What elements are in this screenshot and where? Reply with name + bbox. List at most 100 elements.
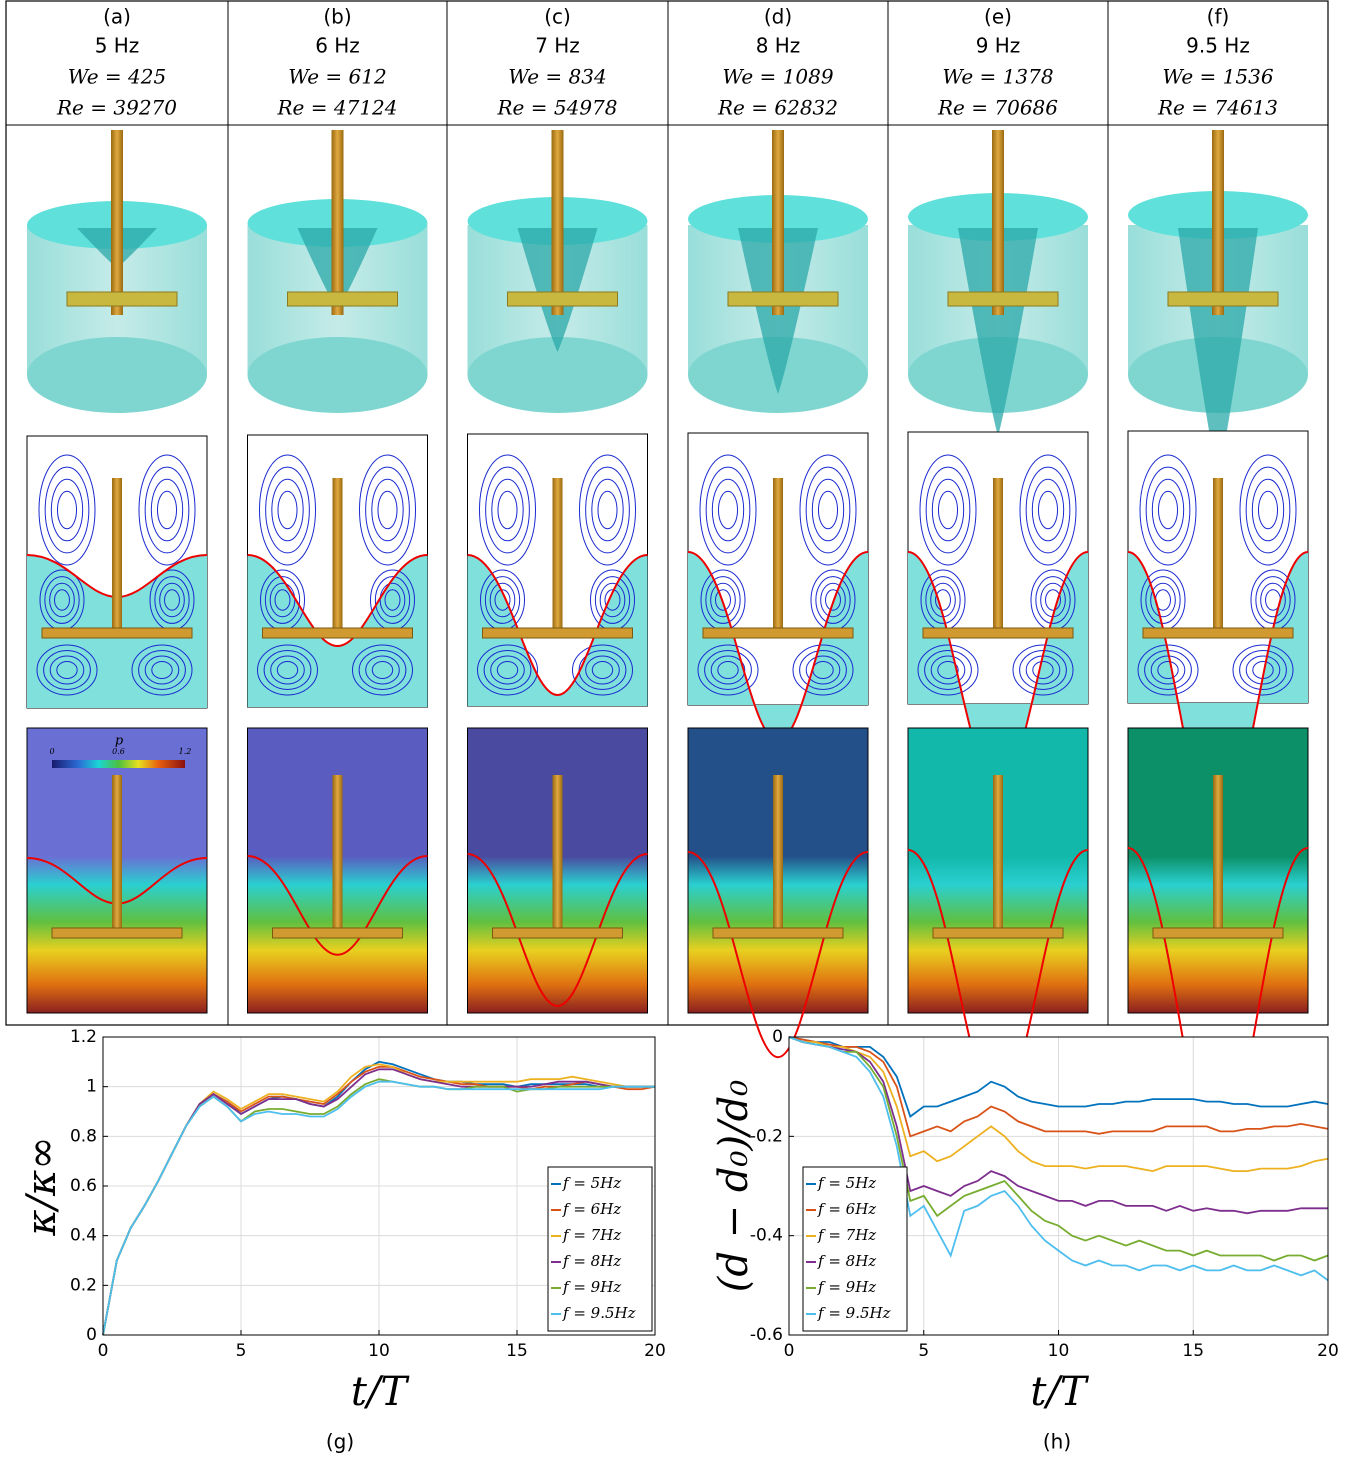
colorbar-label: p <box>115 734 124 749</box>
y-tick-label: 0.2 <box>70 1275 97 1295</box>
blade <box>947 291 1059 307</box>
frequency: 9.5 Hz <box>1186 34 1250 58</box>
chart-caption: (g) <box>326 1430 354 1454</box>
frequency: 9 Hz <box>976 34 1021 58</box>
streamline <box>710 582 736 618</box>
streamline <box>1257 490 1279 530</box>
streamline <box>1019 454 1077 566</box>
shaft <box>1213 775 1223 935</box>
streamline <box>144 466 190 554</box>
streamline <box>1025 466 1071 554</box>
interface-line <box>247 554 428 648</box>
panel-label: (d) <box>764 5 792 29</box>
reynolds-number: Re = 70686 <box>937 96 1058 120</box>
streamline <box>591 478 624 542</box>
colorbar-tick-label: 0 <box>49 747 54 756</box>
shaft <box>551 130 564 315</box>
data-line <box>788 1036 1329 1282</box>
interface-line <box>467 853 648 1008</box>
streamline-liquid <box>688 552 868 741</box>
reynolds-number: Re = 62832 <box>717 96 838 120</box>
interface-line <box>687 851 869 1059</box>
blade <box>1167 291 1279 307</box>
shaft <box>552 478 563 638</box>
x-tick-label: 5 <box>918 1341 929 1361</box>
streamline <box>1239 650 1287 690</box>
weber-number: We = 425 <box>68 65 166 89</box>
streamline <box>699 454 757 566</box>
blade <box>932 927 1064 939</box>
frequency: 5 Hz <box>95 34 140 58</box>
reynolds-number: Re = 47124 <box>277 96 398 120</box>
streamline <box>138 650 186 690</box>
y-axis-label: (d − d₀)/d₀ <box>711 1080 757 1293</box>
legend-box <box>547 1166 653 1332</box>
weber-number: We = 1089 <box>722 65 833 89</box>
legend-entry: f = 7Hz <box>562 1226 621 1244</box>
streamline <box>1145 466 1191 554</box>
streamline <box>371 661 394 679</box>
streamline <box>919 454 977 566</box>
data-line <box>788 1036 1329 1262</box>
frequency: 7 Hz <box>535 34 580 58</box>
shaft <box>993 775 1003 935</box>
streamline <box>257 644 318 696</box>
streamline <box>585 655 620 685</box>
streamline <box>925 466 971 554</box>
tank-render <box>247 130 428 413</box>
data-line <box>102 1080 655 1336</box>
x-tick-label: 15 <box>1182 1341 1204 1361</box>
weber-number: We = 1536 <box>1162 65 1273 89</box>
streamline <box>265 466 310 554</box>
shaft <box>772 130 784 315</box>
vortex <box>958 228 1038 436</box>
y-tick-label: 0.8 <box>70 1126 97 1146</box>
legend-entry: f = 6Hz <box>562 1200 621 1218</box>
streamline <box>365 655 400 685</box>
streamline <box>924 650 972 690</box>
streamline <box>585 466 630 554</box>
streamline-liquid <box>467 555 648 706</box>
blade <box>1142 627 1294 639</box>
x-axis-label: t/T <box>351 1369 411 1415</box>
panel-label: (b) <box>323 5 351 29</box>
tank-bottom <box>27 337 207 413</box>
y-tick-label: -0.4 <box>750 1226 783 1246</box>
x-tick-label: 20 <box>1317 1341 1339 1361</box>
blade <box>507 291 618 307</box>
streamline <box>1232 644 1294 696</box>
streamline <box>352 644 413 696</box>
streamline <box>44 576 80 624</box>
streamline <box>44 466 90 554</box>
streamline <box>49 582 75 618</box>
streamline <box>1035 576 1071 624</box>
legend-entry: f = 5Hz <box>562 1174 621 1192</box>
streamline <box>151 661 173 679</box>
streamline <box>799 454 857 566</box>
streamline <box>50 478 84 542</box>
legend-entry: f = 8Hz <box>562 1252 621 1270</box>
colorbar-tick-label: 1.2 <box>179 747 192 756</box>
legend-entry: f = 8Hz <box>817 1252 876 1270</box>
pressure-render <box>1127 727 1309 1161</box>
pressure-render <box>247 727 428 1014</box>
streamline <box>579 454 636 566</box>
streamline <box>358 650 407 690</box>
streamline <box>1045 589 1061 611</box>
streamline <box>825 589 841 611</box>
streamline <box>1037 490 1059 530</box>
streamline <box>1145 576 1181 624</box>
vortex <box>1178 228 1258 478</box>
pressure-render <box>687 727 869 1059</box>
streamline <box>705 576 741 624</box>
shaft <box>992 130 1004 315</box>
streamline <box>490 655 525 685</box>
y-tick-label: 1 <box>86 1077 97 1097</box>
streamline <box>485 466 530 554</box>
streamline <box>497 490 518 530</box>
blade <box>272 927 403 939</box>
streamline <box>917 644 979 696</box>
data-line <box>788 1036 1329 1138</box>
shaft <box>552 775 563 935</box>
streamline <box>1255 576 1291 624</box>
